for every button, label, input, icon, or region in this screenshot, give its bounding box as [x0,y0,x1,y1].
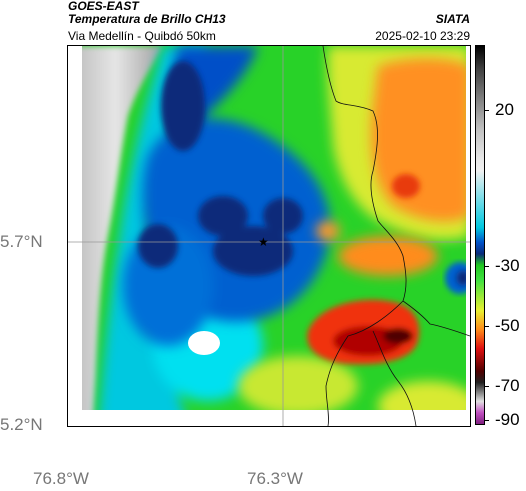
temperature-colorbar [475,45,485,425]
border-line-2 [402,300,470,337]
colorbar-tick [485,420,489,421]
brightness-temperature-map[interactable]: ★ [67,45,471,427]
colorbar-tick [485,386,489,387]
colorbar-label-minus90: -90 [495,410,520,429]
colorbar-tick [485,110,489,111]
lon-label-76.3: 76.3°W [247,469,303,488]
colorbar-tick [485,326,489,327]
map-canvas: ★ [68,46,470,426]
cold-spot [188,331,220,355]
timestamp: 2025-02-10 23:29 [375,29,470,43]
colorbar-tick [485,266,489,267]
region-label: Via Medellín - Quibdó 50km [68,29,216,43]
product-title: Temperatura de Brillo CH13 [68,12,226,26]
navy-cores [138,61,303,276]
organization-label: SIATA [435,12,470,26]
map-right-margin [466,46,470,426]
lat-label-5.7: 5.7°N [0,232,43,251]
star-icon: ★ [258,235,269,249]
red-storm [307,174,420,365]
map-left-margin [68,46,82,426]
map-bottom-margin [68,410,470,426]
warm-gray-region [68,46,163,426]
border-line-3 [372,330,417,426]
colorbar-label-minus50: -50 [495,316,520,335]
satellite-source: GOES-EAST [68,0,139,13]
lon-label-76.8: 76.8°W [33,469,89,488]
border-line [322,46,407,426]
colorbar-label-minus70: -70 [495,376,520,395]
colorbar-label-20: 20 [495,100,514,119]
colorbar-label-minus30: -30 [495,256,520,275]
lat-label-5.2: 5.2°N [0,415,43,434]
